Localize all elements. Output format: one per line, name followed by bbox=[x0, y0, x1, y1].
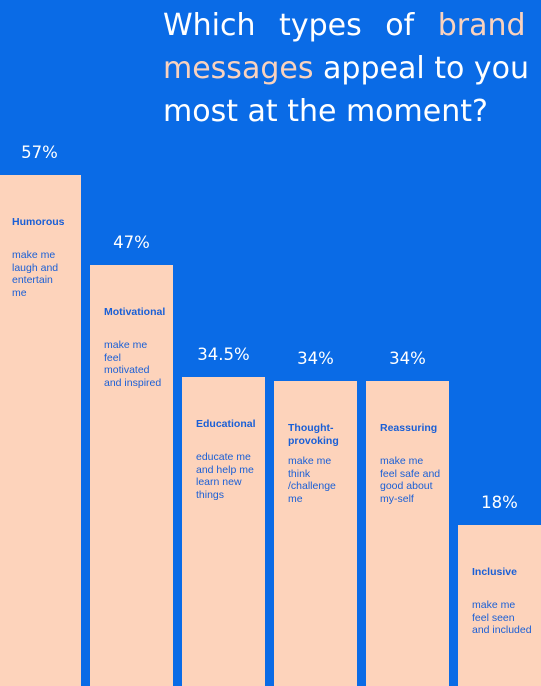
bar-reassuring bbox=[366, 381, 449, 686]
chart-title: Which types of brand messages appeal to … bbox=[163, 4, 541, 133]
category-label-thought-provoking: Thought-provoking bbox=[288, 422, 339, 447]
value-label-inclusive: 18% bbox=[481, 493, 518, 512]
category-description-reassuring: make me feel safe and good about my-self bbox=[380, 455, 441, 505]
title-part1: Which types of bbox=[163, 8, 415, 43]
category-label-reassuring: Reassuring bbox=[380, 422, 438, 434]
bar-educational bbox=[182, 377, 265, 686]
title-highlight-brand: brand bbox=[437, 8, 526, 43]
value-label-thought-provoking: 34% bbox=[297, 349, 334, 368]
bar-inclusive bbox=[458, 525, 541, 686]
category-description-thought-provoking: make me think /challenge me bbox=[288, 455, 336, 505]
title-line3: most at the moment? bbox=[163, 94, 488, 129]
value-label-educational: 34.5% bbox=[197, 345, 250, 364]
category-description-humorous: make me laugh and entertain me bbox=[12, 249, 59, 299]
category-description-educational: educate me and help me learn new things bbox=[196, 451, 254, 501]
bar-humorous bbox=[0, 175, 81, 686]
value-label-humorous: 57% bbox=[21, 143, 58, 162]
bar-motivational bbox=[90, 265, 173, 686]
category-label-educational: Educational bbox=[196, 418, 256, 430]
title-part2: appeal to you bbox=[323, 51, 529, 86]
category-description-motivational: make me feel motivated and inspired bbox=[104, 339, 162, 389]
category-label-humorous: Humorous bbox=[12, 216, 65, 228]
category-label-inclusive: Inclusive bbox=[472, 566, 517, 578]
category-label-motivational: Motivational bbox=[104, 306, 166, 318]
title-highlight-messages: messages bbox=[163, 51, 314, 86]
bar-thought-provoking bbox=[274, 381, 357, 686]
value-label-motivational: 47% bbox=[113, 233, 150, 252]
value-label-reassuring: 34% bbox=[389, 349, 426, 368]
category-description-inclusive: make me feel seen and included bbox=[472, 599, 532, 636]
